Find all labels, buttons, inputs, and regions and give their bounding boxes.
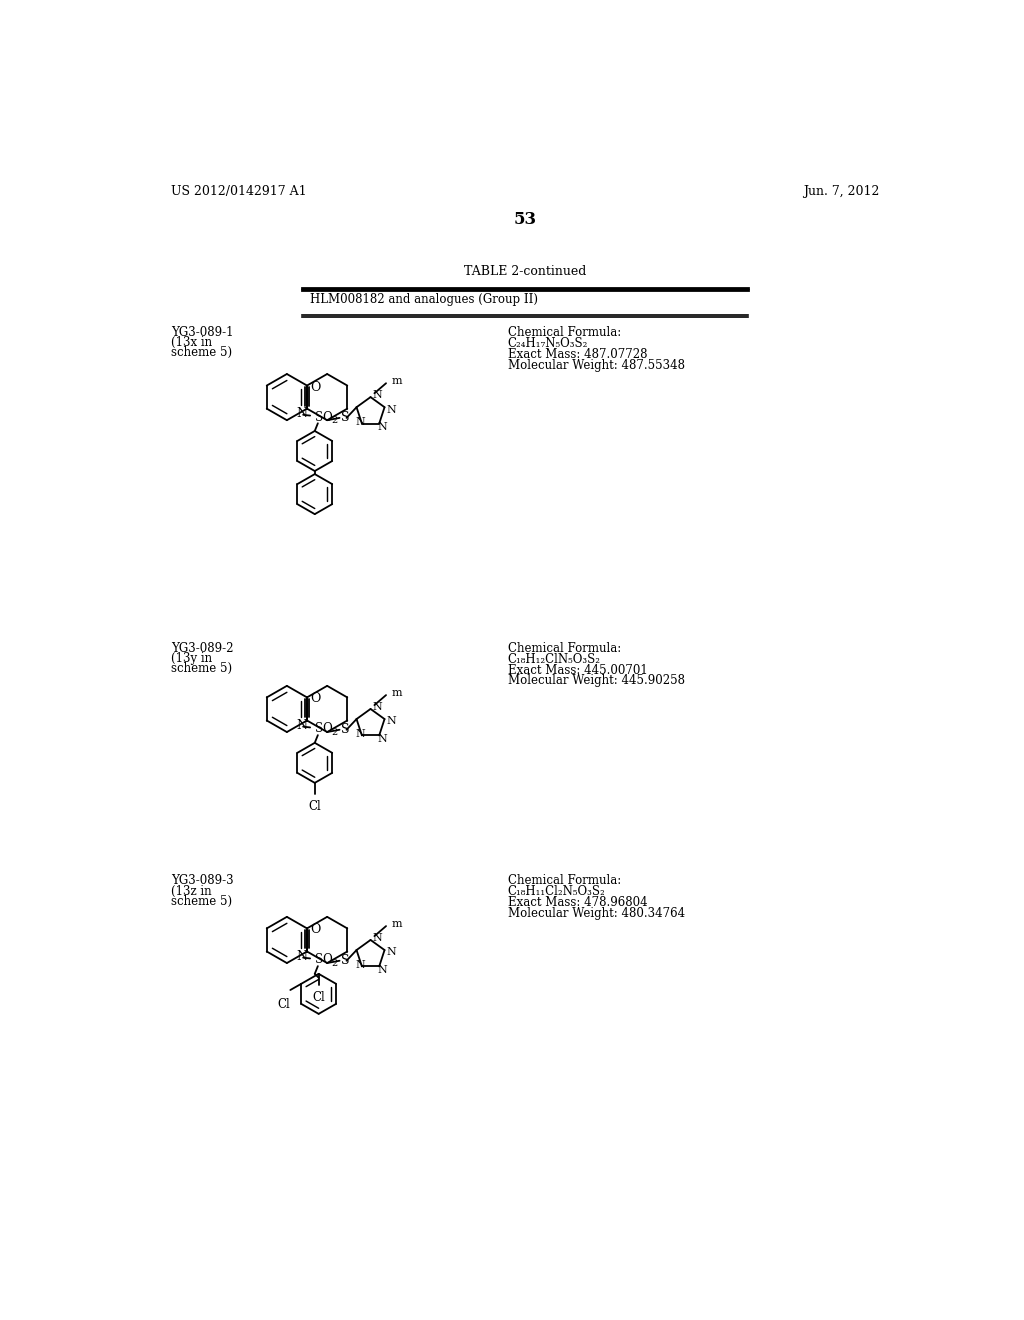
Text: N: N [296,407,307,420]
Text: 53: 53 [513,211,537,228]
Text: C₁₈H₁₁Cl₂N₅O₃S₂: C₁₈H₁₁Cl₂N₅O₃S₂ [508,886,605,899]
Text: (13z in: (13z in [171,884,211,898]
Text: Cl: Cl [312,991,325,1003]
Text: Cl: Cl [308,800,322,813]
Text: m: m [391,376,402,385]
Text: (13y in: (13y in [171,652,212,665]
Text: Chemical Formula:: Chemical Formula: [508,326,621,339]
Text: O: O [310,693,321,705]
Text: 2: 2 [332,958,338,968]
Text: HLM008182 and analogues (Group II): HLM008182 and analogues (Group II) [310,293,539,306]
Text: Molecular Weight: 487.55348: Molecular Weight: 487.55348 [508,359,685,372]
Text: Cl: Cl [278,998,291,1011]
Text: C₁₈H₁₂ClN₅O₃S₂: C₁₈H₁₂ClN₅O₃S₂ [508,653,601,665]
Text: scheme 5): scheme 5) [171,346,231,359]
Text: (13x in: (13x in [171,337,212,350]
Text: YG3-089-2: YG3-089-2 [171,642,233,655]
Text: m: m [391,688,402,698]
Text: N: N [378,422,387,433]
Text: N: N [296,949,307,962]
Text: Exact Mass: 487.07728: Exact Mass: 487.07728 [508,348,647,360]
Text: N: N [387,948,396,957]
Text: Exact Mass: 445.00701: Exact Mass: 445.00701 [508,664,647,677]
Text: Molecular Weight: 445.90258: Molecular Weight: 445.90258 [508,675,685,688]
Text: Molecular Weight: 480.34764: Molecular Weight: 480.34764 [508,907,685,920]
Text: S: S [341,954,349,968]
Text: N: N [355,960,366,970]
Text: N: N [378,965,387,975]
Text: SO: SO [314,411,333,424]
Text: Chemical Formula:: Chemical Formula: [508,875,621,887]
Text: scheme 5): scheme 5) [171,663,231,675]
Text: S: S [341,412,349,425]
Text: SO: SO [314,722,333,735]
Text: YG3-089-3: YG3-089-3 [171,875,233,887]
Text: 2: 2 [332,727,338,737]
Text: TABLE 2-continued: TABLE 2-continued [464,265,586,279]
Text: Exact Mass: 478.96804: Exact Mass: 478.96804 [508,896,647,909]
Text: YG3-089-1: YG3-089-1 [171,326,233,339]
Text: SO: SO [314,953,333,966]
Text: US 2012/0142917 A1: US 2012/0142917 A1 [171,185,306,198]
Text: Chemical Formula:: Chemical Formula: [508,642,621,655]
Text: N: N [355,729,366,739]
Text: 2: 2 [332,416,338,425]
Text: N: N [355,417,366,428]
Text: N: N [378,734,387,744]
Text: C₂₄H₁₇N₅O₃S₂: C₂₄H₁₇N₅O₃S₂ [508,337,588,350]
Text: Jun. 7, 2012: Jun. 7, 2012 [804,185,880,198]
Text: m: m [391,919,402,929]
Text: scheme 5): scheme 5) [171,895,231,908]
Text: N: N [296,718,307,731]
Text: N: N [387,717,396,726]
Text: O: O [310,924,321,936]
Text: S: S [341,723,349,737]
Text: O: O [310,380,321,393]
Text: N: N [387,404,396,414]
Text: N: N [373,389,383,400]
Text: N: N [373,702,383,711]
Text: N: N [373,933,383,942]
